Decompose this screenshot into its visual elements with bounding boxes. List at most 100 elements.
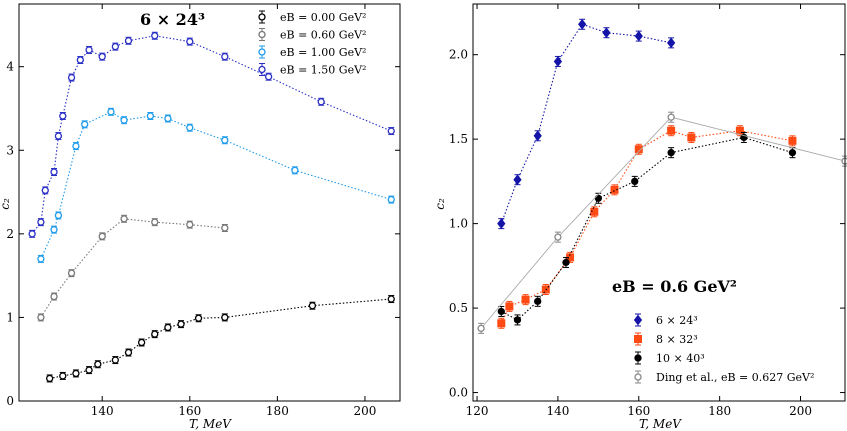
data-point (85, 366, 93, 374)
data-point (28, 230, 36, 238)
data-point (553, 56, 563, 67)
legend-entry: eB = 1.50 GeV² (258, 63, 366, 77)
data-point (505, 302, 514, 311)
data-point (631, 177, 639, 186)
data-point (37, 313, 45, 322)
data-point (37, 255, 45, 263)
data-point (317, 98, 325, 106)
y-tick-label: 1 (6, 310, 14, 324)
left-plot-frame (18, 3, 401, 402)
left-chart-panel: 140 160 180 200 0 1 2 3 4 c₂ T, MeV 6 × 24³ eB =… (0, 3, 401, 431)
data-point (59, 112, 67, 120)
data-point (164, 323, 172, 332)
data-point (67, 73, 76, 82)
legend-marker (258, 13, 266, 21)
data-point (46, 374, 54, 383)
legend-marker (258, 30, 266, 39)
series-line (40, 218, 225, 318)
right-xlabel: T, MeV (639, 417, 682, 431)
data-point (578, 18, 587, 30)
series-line (480, 116, 846, 329)
data-point (124, 37, 133, 45)
data-point (687, 133, 696, 142)
data-point (387, 127, 395, 135)
data-point (521, 295, 530, 304)
legend-label: 10 × 40³ (656, 352, 705, 365)
data-point (186, 220, 194, 229)
y-tick-label: 3 (6, 143, 14, 157)
legend-label: 6 × 24³ (656, 314, 698, 327)
right-ylabel: c₂ (433, 198, 447, 210)
legend-label: eB = 1.00 GeV² (280, 46, 366, 59)
data-point (186, 37, 194, 46)
data-point (54, 132, 63, 140)
data-point (221, 224, 229, 232)
data-point (788, 149, 797, 157)
series-4 (28, 31, 395, 238)
data-point (107, 108, 115, 116)
data-point (137, 338, 146, 347)
data-point (610, 185, 619, 194)
y-tick-label: 1.5 (449, 132, 468, 146)
series-2 (37, 214, 229, 322)
legend-marker (634, 354, 642, 362)
data-point (291, 166, 299, 174)
left-xlabel: T, MeV (189, 417, 232, 431)
data-point (497, 218, 506, 229)
data-point (634, 145, 643, 154)
data-point (666, 37, 676, 49)
right-plot-frame (472, 3, 846, 402)
legend-label: Ding et al., eB = 0.627 GeV² (656, 371, 814, 384)
data-point (94, 360, 102, 368)
y-tick-label: 2 (6, 227, 14, 241)
data-point (513, 316, 522, 324)
data-point (634, 30, 643, 42)
data-point (54, 211, 63, 220)
data-point (98, 53, 106, 61)
series-1 (497, 18, 676, 230)
data-point (124, 348, 133, 357)
data-point (533, 130, 542, 142)
data-point (590, 207, 599, 216)
data-point (477, 324, 485, 333)
data-point (562, 258, 570, 267)
data-point (194, 314, 203, 322)
x-tick-label: 120 (466, 404, 489, 418)
legend-label: 8 × 32³ (656, 333, 698, 346)
data-point (667, 126, 676, 135)
series-1 (46, 295, 395, 383)
data-point (37, 218, 45, 226)
data-point (85, 46, 93, 54)
data-point (221, 53, 229, 61)
right-chart-title: eB = 0.6 GeV² (612, 277, 737, 296)
legend-marker (634, 335, 642, 343)
x-tick-label: 200 (789, 404, 812, 418)
x-tick-label: 160 (627, 404, 650, 418)
x-tick-label: 140 (91, 404, 114, 418)
x-tick-label: 140 (546, 404, 569, 418)
legend-marker (633, 314, 643, 326)
data-point (41, 186, 49, 195)
data-point (50, 226, 58, 234)
legend-marker (258, 48, 266, 56)
y-tick-label: 0.0 (449, 386, 468, 400)
data-point (221, 136, 229, 144)
legend-marker (634, 373, 642, 381)
right-chart-panel: 120 140 160 180 200 0.0 0.5 1.0 1.5 2.0 c₂ T, MeV… (433, 3, 847, 431)
data-point (534, 297, 542, 305)
data-point (111, 356, 119, 364)
data-point (554, 233, 562, 241)
legend-entry: 8 × 32³ (634, 332, 698, 346)
data-point (788, 136, 797, 145)
data-point (387, 195, 395, 204)
data-point (164, 114, 172, 123)
data-point (513, 174, 522, 186)
data-point (151, 218, 159, 226)
data-point (264, 73, 273, 81)
legend-entry: 10 × 40³ (634, 351, 705, 365)
series-line (500, 23, 672, 224)
data-point (735, 126, 744, 135)
data-point (151, 330, 159, 338)
data-point (81, 120, 89, 129)
